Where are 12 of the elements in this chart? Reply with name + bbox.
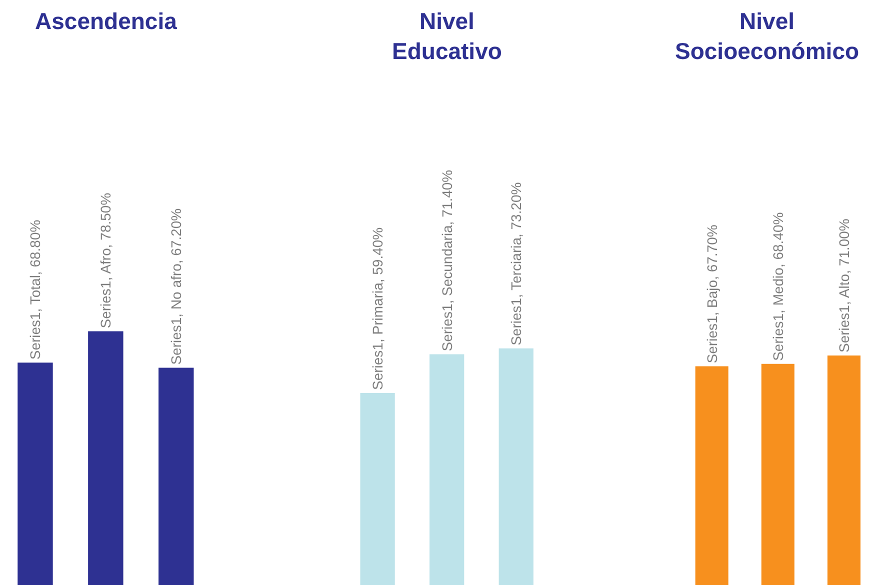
text: Nivel Educativo (392, 8, 502, 64)
data-label: Series1, Primaria, 59.40% (370, 227, 386, 390)
text: Nivel Socioeconómico (675, 8, 860, 64)
data-label: Series1, Bajo, 67.70% (704, 224, 720, 364)
data-label: Series1, No afro, 67.20% (168, 208, 184, 365)
data-label: Series1, Terciaria, 73.20% (508, 182, 524, 346)
chart-title: Ascendencia (35, 8, 178, 34)
data-label: Series1, Medio, 68.40% (770, 212, 786, 361)
data-label: Series1, Total, 68.80% (27, 220, 44, 360)
data-label: Series1, Secundaria, 71.40% (438, 170, 455, 352)
data-label: Series1, Alto, 71.00% (836, 218, 852, 353)
data-label: Series1, Afro, 78.50% (98, 192, 114, 328)
